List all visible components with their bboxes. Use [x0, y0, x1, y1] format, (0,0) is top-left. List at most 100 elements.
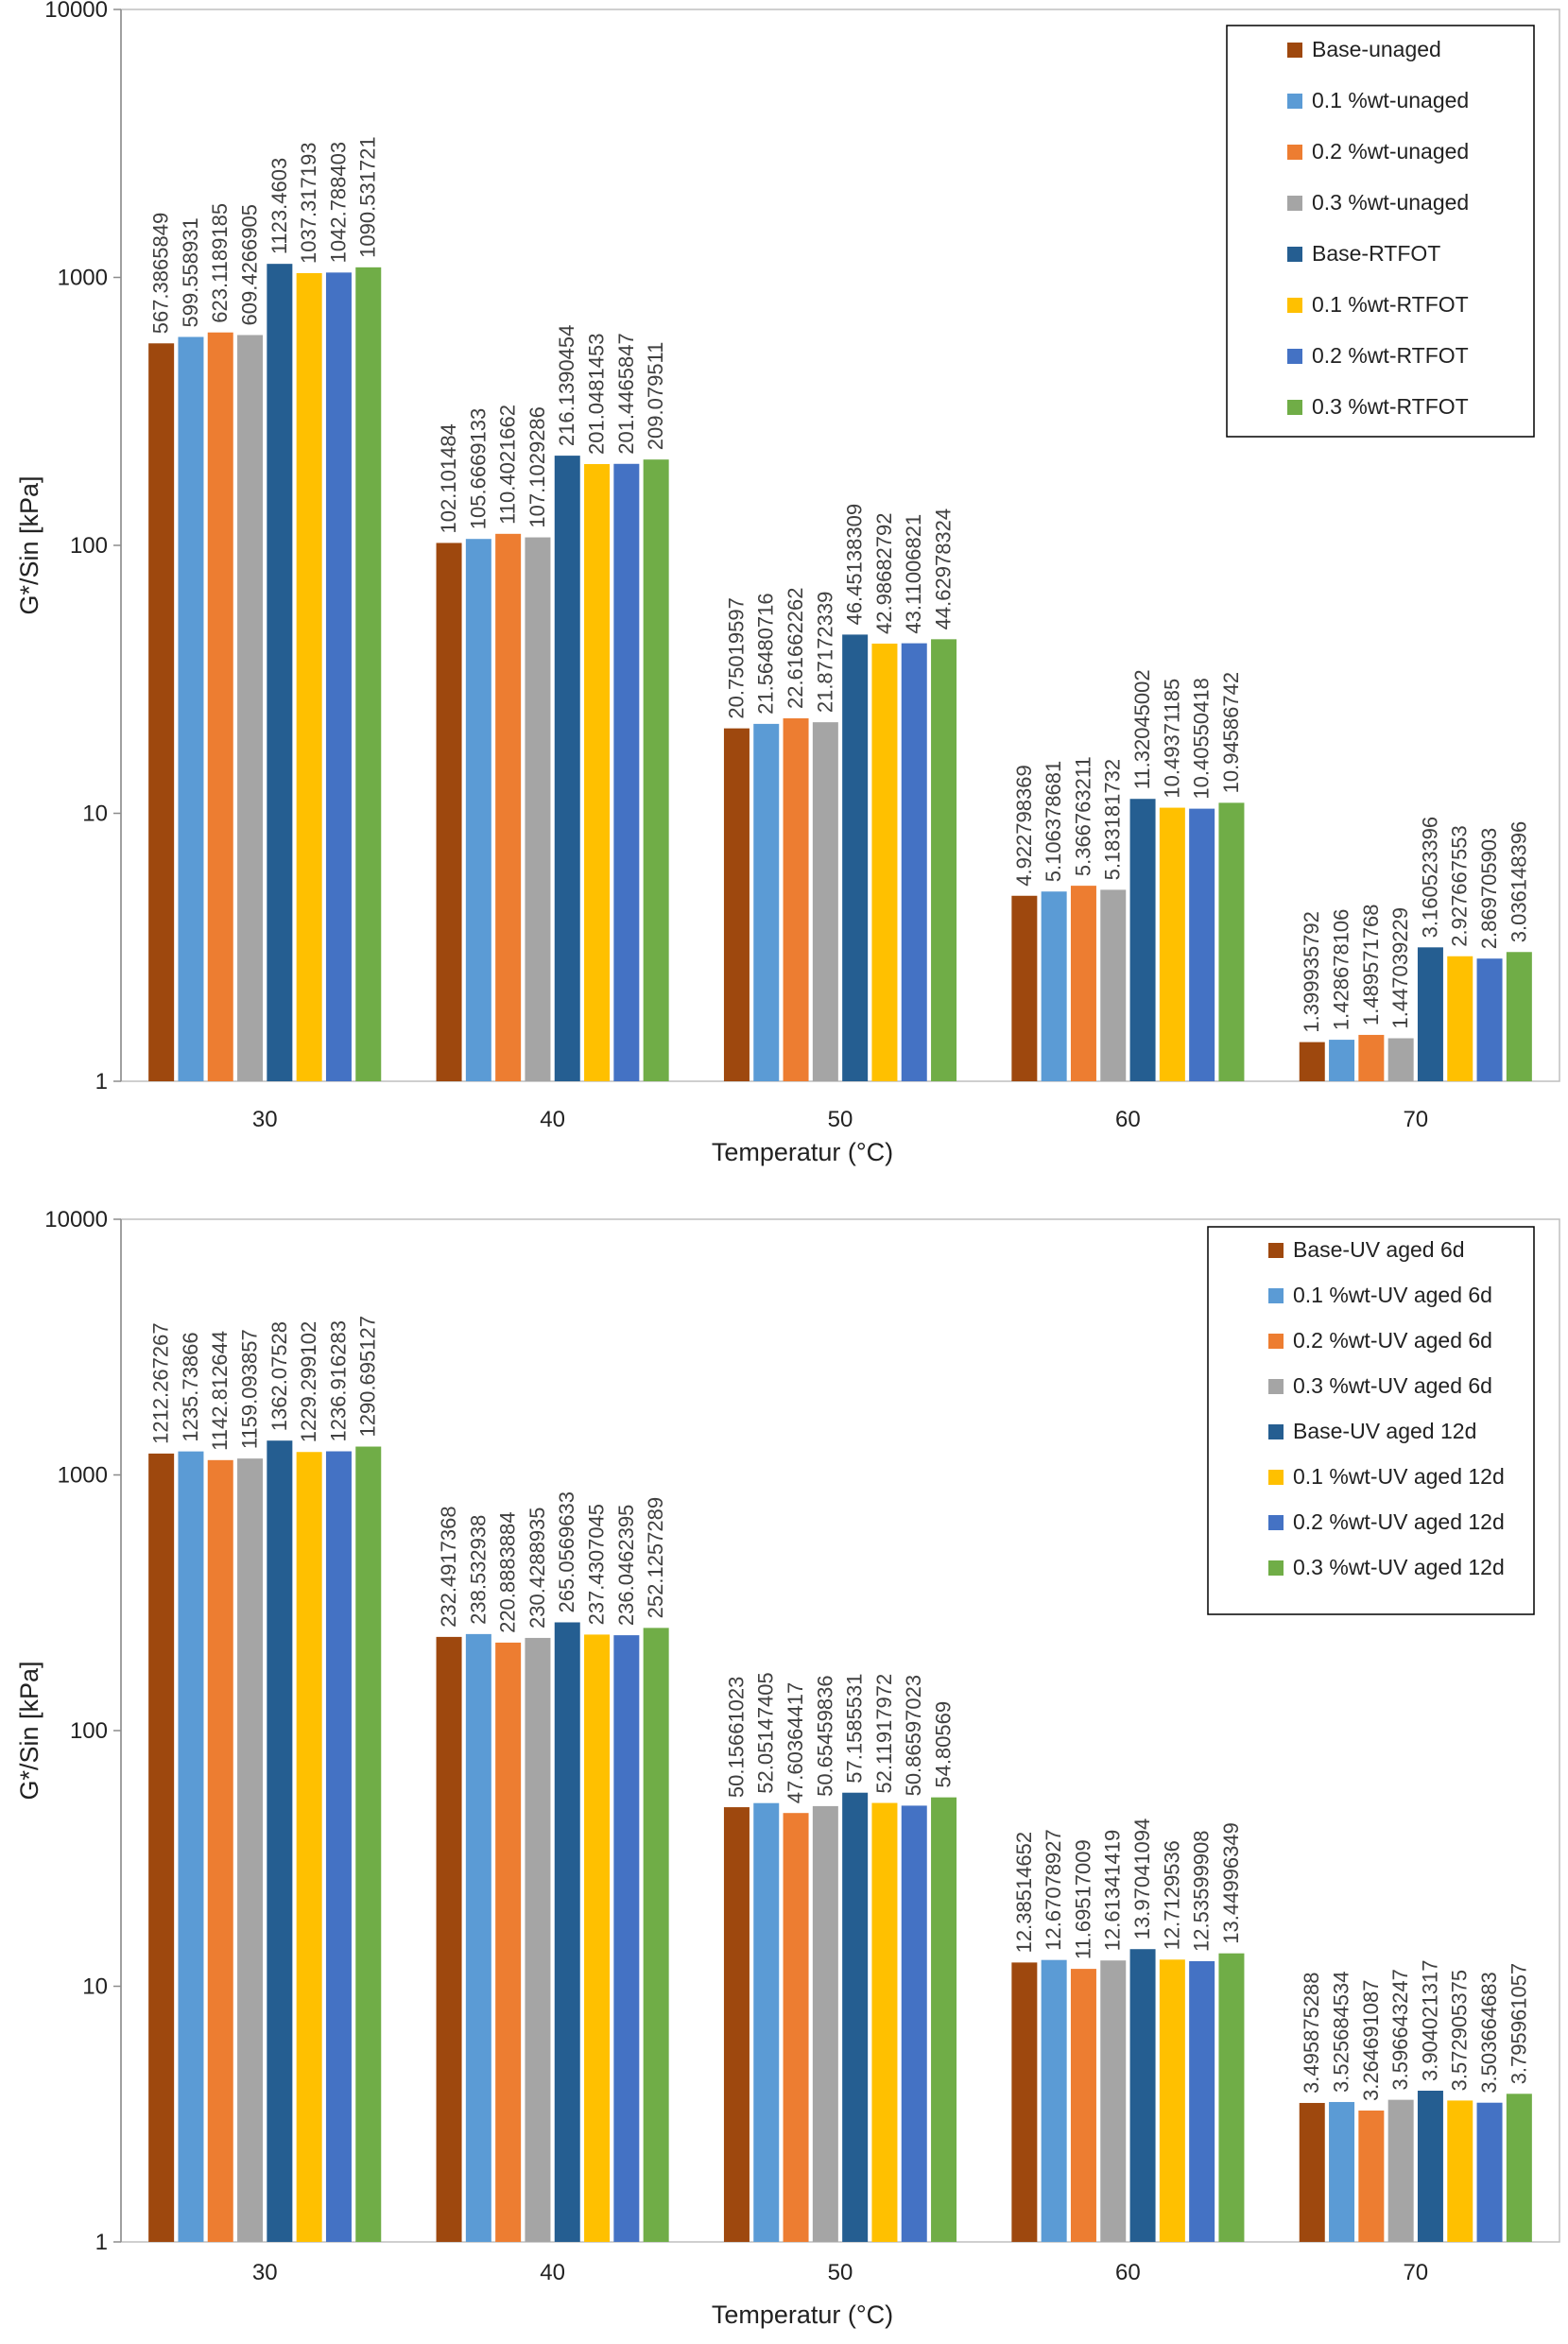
c1-bar-0-3-wt-unaged-50 — [812, 722, 838, 1081]
c2-bar-base-uv-aged-6d-30 — [148, 1453, 175, 2242]
c2-bar-0-3-wt-uv-aged-12d-70 — [1506, 2094, 1532, 2242]
c2-legend-label: Base-UV aged 6d — [1293, 1237, 1465, 1262]
c1-bar-0-2-wt-unaged-40 — [495, 533, 522, 1081]
c1-data-label: 44.62978324 — [932, 508, 956, 629]
c1-legend-swatch — [1287, 145, 1302, 160]
c2-data-label: 52.11917972 — [872, 1674, 896, 1794]
c2-data-label: 1362.07528 — [267, 1321, 291, 1431]
c1-bar-base-unaged-40 — [436, 543, 462, 1081]
c2-bar-0-3-wt-uv-aged-6d-30 — [237, 1458, 264, 2242]
c1-bar-0-1-wt-rtfot-50 — [871, 643, 898, 1081]
c2-bar-base-uv-aged-12d-50 — [842, 1792, 869, 2242]
c2-data-label: 50.15661023 — [724, 1677, 748, 1798]
c1-x-category-label: 60 — [1115, 1107, 1141, 1132]
c2-bar-0-2-wt-uv-aged-12d-70 — [1476, 2102, 1503, 2242]
c2-data-label: 3.525684534 — [1330, 1972, 1353, 2093]
c1-y-tick-label: 10 — [82, 801, 108, 827]
c2-y-axis-title: G*/Sin [kPa] — [15, 1661, 43, 1800]
c1-legend-label: 0.1 %wt-unaged — [1312, 88, 1469, 112]
c1-x-category-label: 30 — [252, 1107, 278, 1132]
c1-legend-box — [1226, 25, 1535, 438]
c1-bar-0-2-wt-rtfot-30 — [325, 272, 352, 1081]
c1-legend-label: 0.2 %wt-unaged — [1312, 139, 1469, 164]
c1-legend-swatch — [1287, 349, 1302, 364]
c2-bar-0-1-wt-uv-aged-6d-40 — [465, 1633, 491, 2242]
c2-bar-0-1-wt-uv-aged-6d-60 — [1041, 1959, 1067, 2242]
c2-data-label: 252.1257289 — [644, 1497, 667, 1618]
c1-data-label: 1.428678106 — [1330, 909, 1353, 1030]
c1-x-axis-title: Temperatur (°C) — [712, 1138, 893, 1166]
c1-bar-0-1-wt-rtfot-40 — [584, 464, 611, 1082]
c1-data-label: 10.40550418 — [1190, 678, 1214, 799]
c1-bar-0-2-wt-unaged-70 — [1358, 1034, 1385, 1081]
c2-data-label: 13.44996349 — [1219, 1822, 1243, 1943]
c1-bar-0-1-wt-unaged-40 — [465, 539, 491, 1081]
c2-legend-swatch — [1268, 1288, 1284, 1303]
c1-legend-label: Base-unaged — [1312, 37, 1441, 61]
c2-legend-label: 0.2 %wt-UV aged 6d — [1293, 1328, 1492, 1353]
c2-data-label: 12.61341419 — [1101, 1830, 1125, 1951]
c2-data-label: 3.572905375 — [1448, 1970, 1472, 2091]
chart-unaged-rtfot: 1 10 100 1000 10000 567.3865849 599.558931 623.… — [15, 0, 1560, 1166]
c1-data-label: 110.4021662 — [496, 405, 520, 525]
c2-data-label: 12.53599908 — [1190, 1830, 1214, 1951]
c2-bar-0-2-wt-uv-aged-6d-60 — [1070, 1969, 1096, 2242]
c1-data-label: 1123.4603 — [267, 158, 291, 254]
c2-bar-base-uv-aged-12d-30 — [267, 1440, 293, 2242]
c2-y-tick-label: 10 — [82, 1974, 108, 2000]
c1-data-label: 2.927667553 — [1448, 825, 1472, 946]
c2-data-label: 12.67078927 — [1042, 1829, 1065, 1950]
c1-bar-0-3-wt-unaged-30 — [237, 335, 264, 1082]
c2-bar-0-3-wt-uv-aged-12d-50 — [931, 1797, 957, 2242]
c1-bar-0-1-wt-unaged-60 — [1041, 891, 1067, 1081]
c1-data-label: 46.45138309 — [843, 504, 867, 625]
c2-bar-base-uv-aged-12d-40 — [554, 1622, 580, 2242]
c2-bar-0-1-wt-uv-aged-6d-50 — [753, 1802, 780, 2242]
c2-bar-0-2-wt-uv-aged-12d-50 — [901, 1805, 927, 2242]
c1-data-label: 5.106378681 — [1042, 761, 1065, 882]
chart-uv-aged: 1 10 100 1000 10000 1212.267267 1235.73866 1142… — [15, 1207, 1560, 2329]
c1-bar-0-1-wt-unaged-50 — [753, 723, 780, 1081]
c2-legend-swatch — [1268, 1424, 1284, 1439]
c1-bar-base-rtfot-40 — [554, 456, 580, 1081]
c2-bar-0-1-wt-uv-aged-6d-30 — [178, 1451, 204, 2242]
c2-bar-0-1-wt-uv-aged-12d-30 — [296, 1452, 322, 2242]
c1-data-label: 42.98682792 — [872, 512, 896, 633]
c1-legend-swatch — [1287, 400, 1302, 415]
c2-bar-0-2-wt-uv-aged-6d-30 — [207, 1459, 233, 2242]
c2-data-label: 12.7129536 — [1160, 1840, 1183, 1950]
c2-data-label: 3.264691087 — [1359, 1980, 1383, 2101]
c1-x-category-label: 40 — [540, 1107, 565, 1132]
c2-data-label: 57.1585531 — [843, 1673, 867, 1783]
c2-bar-0-3-wt-uv-aged-6d-70 — [1387, 2099, 1414, 2242]
c2-bar-0-2-wt-uv-aged-12d-40 — [613, 1635, 640, 2242]
c1-legend-label: 0.3 %wt-RTFOT — [1312, 394, 1469, 419]
c2-bar-0-1-wt-uv-aged-12d-40 — [584, 1634, 611, 2242]
c2-bar-0-1-wt-uv-aged-6d-70 — [1329, 2101, 1355, 2242]
c2-data-label: 54.80569 — [932, 1701, 956, 1788]
c2-bar-0-2-wt-uv-aged-6d-70 — [1358, 2111, 1385, 2242]
c2-data-label: 1212.267267 — [149, 1322, 173, 1443]
c1-data-label: 43.11006821 — [902, 514, 925, 634]
c2-data-label: 1290.695127 — [356, 1316, 380, 1437]
c2-data-label: 236.0462395 — [614, 1505, 638, 1626]
c1-data-label: 102.101484 — [437, 423, 460, 533]
c2-y-tick-label: 100 — [70, 1718, 108, 1744]
c2-data-label: 1235.73866 — [179, 1332, 202, 1441]
c2-data-label: 3.596643247 — [1388, 1969, 1412, 2090]
c2-legend-label: 0.3 %wt-UV aged 6d — [1293, 1373, 1492, 1398]
c2-data-label: 3.495875288 — [1300, 1972, 1323, 2093]
c2-data-label: 47.60364417 — [784, 1682, 807, 1803]
c2-data-label: 1159.093857 — [238, 1329, 262, 1449]
c2-bar-0-3-wt-uv-aged-6d-60 — [1100, 1960, 1127, 2242]
c2-data-label: 220.8883884 — [496, 1511, 520, 1632]
c1-data-label: 2.869705903 — [1477, 828, 1501, 949]
c2-bar-base-uv-aged-6d-60 — [1011, 1962, 1038, 2242]
c2-bar-0-2-wt-uv-aged-12d-30 — [325, 1451, 352, 2242]
c2-x-category-label: 70 — [1403, 2260, 1428, 2285]
c1-y-tick-label: 1000 — [58, 266, 108, 291]
c1-bar-0-1-wt-rtfot-30 — [296, 272, 322, 1081]
c2-legend-swatch — [1268, 1379, 1284, 1394]
c2-legend-label: 0.1 %wt-UV aged 6d — [1293, 1283, 1492, 1307]
